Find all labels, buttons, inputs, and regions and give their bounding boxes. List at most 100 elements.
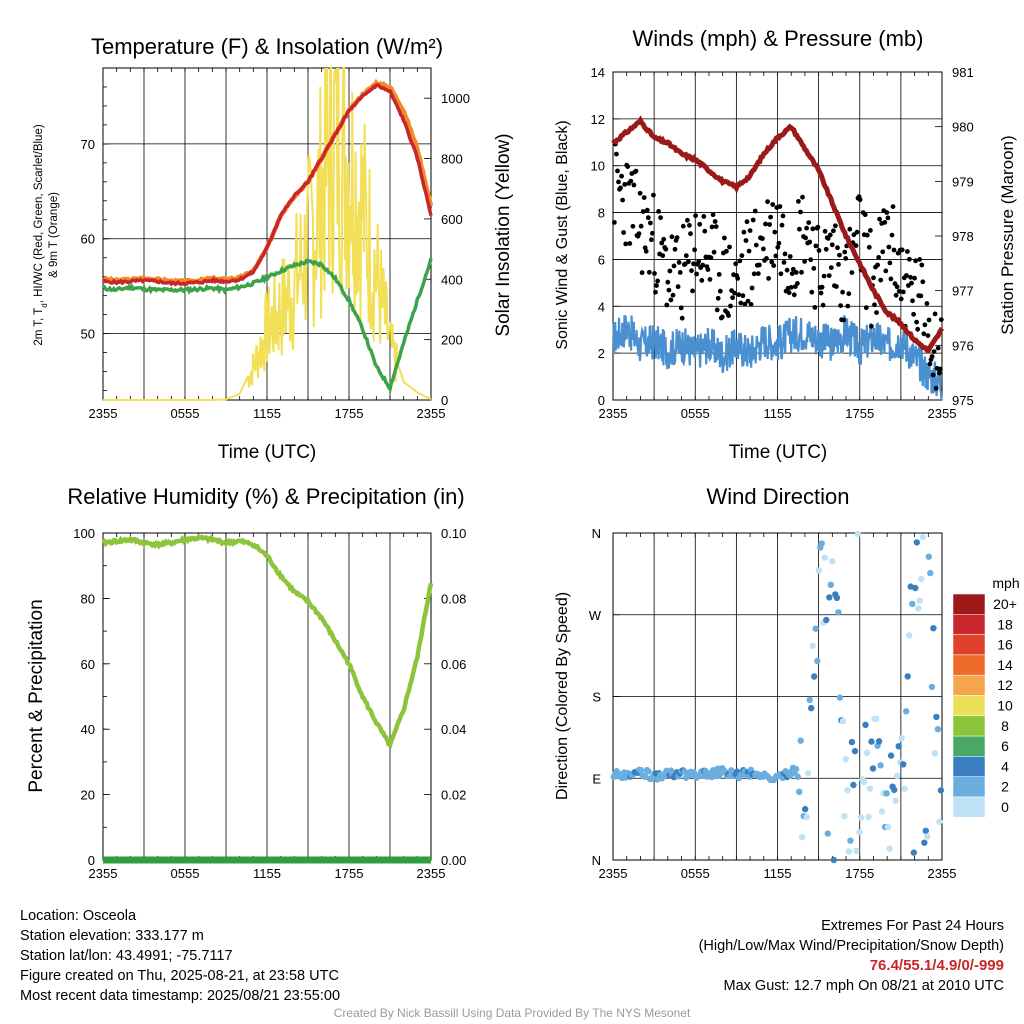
gust-point [922,322,928,328]
gust-point [631,182,637,188]
gust-point [825,236,831,241]
gust-point [874,310,879,315]
gust-point [840,289,845,295]
gust-point [643,248,649,254]
temp-xtick-label: 0555 [171,406,200,421]
dir-xtick-label: 0555 [681,866,710,881]
wind-ytick-right-label: 976 [952,338,974,353]
gust-point [915,326,921,332]
direction-point [815,567,822,574]
gust-point [768,214,773,220]
gust-point [690,288,695,294]
direction-point [934,726,942,733]
gust-point [678,305,684,311]
gust-point [931,349,937,354]
direction-point [847,837,854,844]
gust-point [784,267,790,273]
direction-point [868,738,875,745]
rh-xtick-label: 1755 [335,866,364,881]
legend-label: 20+ [993,596,1017,612]
direction-point [937,787,945,794]
direction-point [794,773,801,780]
temp-xlabel: Time (UTC) [218,442,317,463]
temp-xtick-label: 1155 [253,406,281,421]
direction-point [645,768,652,775]
gust-point [886,244,892,250]
legend-swatch [952,614,986,635]
direction-point [851,747,859,755]
gust-point [666,287,672,293]
gust-point [800,194,805,200]
rh-ytick-label: 40 [81,722,95,737]
direction-point [866,785,874,792]
gust-point [671,263,677,269]
direction-point [913,539,920,546]
direction-point [886,845,893,852]
gust-point [807,239,813,245]
dir-ylabel-left: Direction (Colored By Speed) [554,592,571,800]
direction-point [872,715,880,723]
gust-point [621,230,626,235]
gust-point [767,222,772,227]
gust-point [778,271,784,277]
gust-point [755,271,761,276]
legend-swatch [952,695,986,717]
gust-point [799,269,804,275]
gust-point [654,283,659,288]
gust-point [672,246,678,252]
gust-point [700,262,706,268]
direction-point [900,761,907,768]
gust-point [791,292,797,298]
direction-point [857,814,865,821]
wind-ytick-label: 4 [598,299,605,314]
dir-title: Wind Direction [706,484,849,509]
gust-point [679,315,685,321]
direction-point [901,785,908,792]
gust-point [736,292,742,298]
gust-point [782,251,788,257]
gust-point [872,302,877,308]
dir-ytick-label: E [592,771,601,786]
gust-point [665,279,671,285]
wind-ytick-right-label: 979 [952,174,974,189]
legend-swatch [952,593,986,615]
direction-point [891,786,898,793]
gust-point [771,263,777,268]
credit-footer: Created By Nick Bassill Using Data Provi… [333,1006,691,1020]
gust-point [933,385,939,391]
gust-point [705,267,711,272]
gust-point [833,223,838,229]
direction-point [792,765,800,773]
gust-point [808,257,814,263]
temp-ytick-label: 50 [81,327,95,342]
direction-point [895,743,902,750]
gust-point [739,253,745,258]
direction-point [811,673,818,680]
gust-point [812,305,818,310]
gust-point [818,290,824,296]
gust-point [716,272,722,277]
gust-point [809,289,815,295]
direction-point [850,781,857,789]
gust-point [869,323,874,329]
rh-ylabel-left: Percent & Precipitation [26,599,47,792]
legend-swatch [952,715,986,737]
gust-point [753,242,759,248]
gust-point [616,179,621,185]
direction-point [797,737,804,744]
gust-point [863,305,869,311]
gust-point [914,319,919,325]
gust-point [929,354,935,359]
direction-point [928,683,936,691]
temp-xtick-label: 2355 [417,406,446,421]
rh-ytick-label: 60 [81,657,95,672]
gust-point [804,225,809,231]
gust-point [795,281,800,286]
gust-point [686,259,691,265]
gust-point [909,280,914,286]
gust-point [926,317,932,323]
direction-point [827,581,834,588]
gust-point [780,213,786,219]
legend-swatch [952,654,986,676]
temp-ylabel-right: Solar Insolation (Yellow) [493,133,514,336]
